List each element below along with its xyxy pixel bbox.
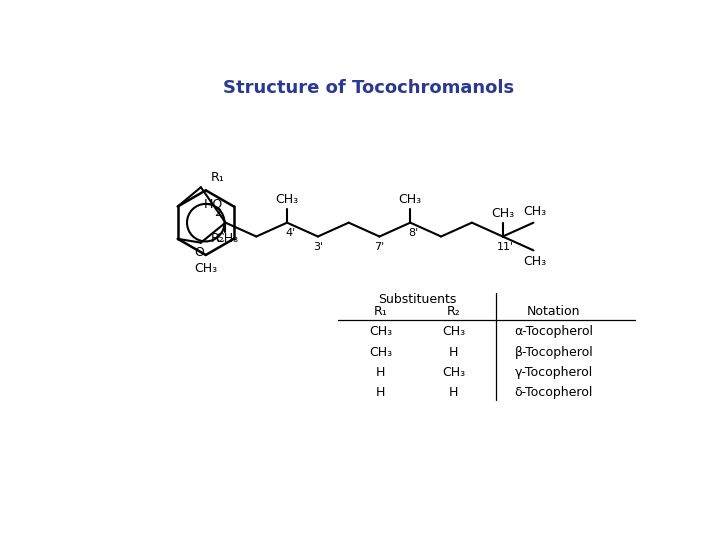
Text: H: H [376,386,385,399]
Text: R₁: R₁ [374,306,387,319]
Text: CH₃: CH₃ [442,366,465,379]
Text: δ-Tocopherol: δ-Tocopherol [515,386,593,399]
Text: 8': 8' [408,228,418,239]
Text: 11': 11' [498,242,514,252]
Text: CH₃: CH₃ [523,205,546,218]
Text: H: H [449,346,459,359]
Text: R₂: R₂ [447,306,461,319]
Text: H: H [449,386,459,399]
Text: HO: HO [204,198,223,212]
Text: Notation: Notation [527,306,580,319]
Text: CH₃: CH₃ [523,255,546,268]
Text: CH₃: CH₃ [369,326,392,339]
Text: Structure of Tocochromanols: Structure of Tocochromanols [223,79,515,97]
Text: R₁: R₁ [210,172,224,185]
Text: CH₃: CH₃ [276,193,299,206]
Text: β-Tocopherol: β-Tocopherol [514,346,593,359]
Text: 3': 3' [312,242,323,252]
Text: γ-Tocopherol: γ-Tocopherol [515,366,593,379]
Text: R₂: R₂ [211,232,225,245]
Text: CH₃: CH₃ [399,193,422,206]
Text: 7': 7' [374,242,384,252]
Text: Substituents: Substituents [378,293,456,306]
Text: CH₃: CH₃ [442,326,465,339]
Text: CH₃: CH₃ [215,232,238,245]
Text: α-Tocopherol: α-Tocopherol [514,326,593,339]
Text: CH₃: CH₃ [369,346,392,359]
Text: CH₃: CH₃ [194,261,217,274]
Text: 2: 2 [215,208,221,218]
Text: 4': 4' [285,228,295,239]
Text: CH₃: CH₃ [491,207,514,220]
Text: O: O [194,246,204,259]
Text: H: H [376,366,385,379]
